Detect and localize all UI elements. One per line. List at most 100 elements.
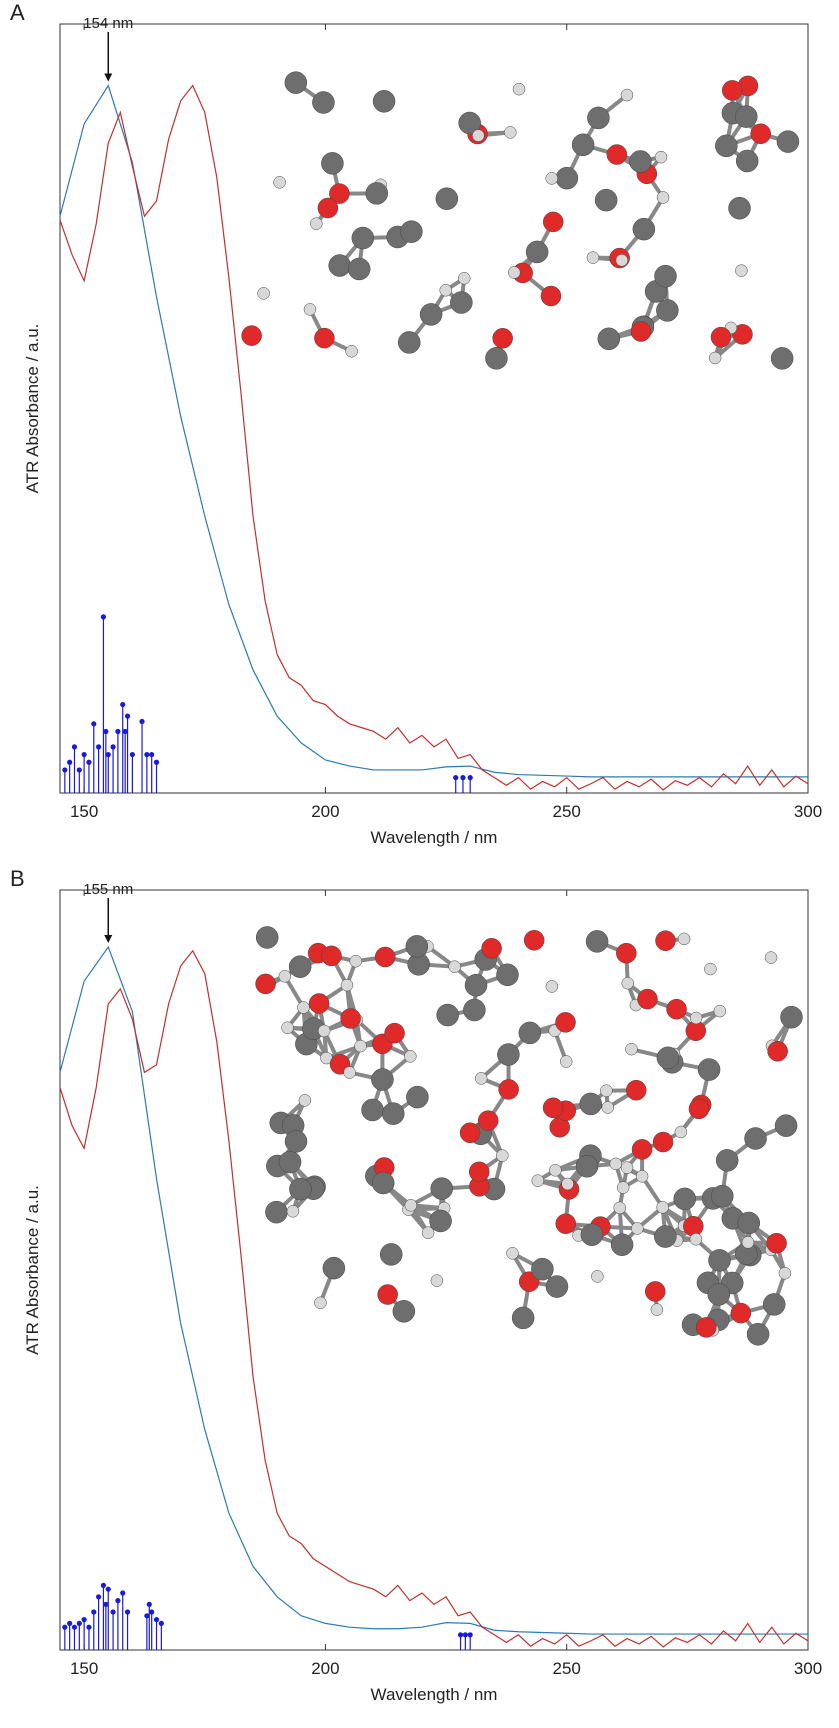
molecule-image xyxy=(242,72,799,370)
atom xyxy=(651,1304,663,1316)
atom xyxy=(285,1130,307,1152)
atom xyxy=(526,241,548,263)
atom xyxy=(767,1233,787,1253)
stem-marker xyxy=(103,729,108,734)
atom xyxy=(310,218,322,230)
x-tick-label: 200 xyxy=(311,1659,339,1678)
stem-marker xyxy=(154,760,159,765)
atom xyxy=(572,134,594,156)
atom xyxy=(631,321,651,341)
atom xyxy=(654,265,676,287)
stem-marker xyxy=(62,767,67,772)
atom xyxy=(420,303,442,325)
atom xyxy=(600,1085,612,1097)
atom xyxy=(385,1023,405,1043)
stem-marker xyxy=(62,1625,67,1630)
stem-marker xyxy=(96,1594,101,1599)
atom xyxy=(242,326,262,346)
atom xyxy=(504,126,516,138)
stem-marker xyxy=(144,752,149,757)
atom xyxy=(265,1201,287,1223)
atom xyxy=(256,974,276,994)
atom xyxy=(645,1281,665,1301)
atom xyxy=(586,930,608,952)
atom xyxy=(450,292,472,314)
atom xyxy=(496,964,518,986)
atom xyxy=(496,1150,508,1162)
atom xyxy=(598,328,620,350)
stem-marker xyxy=(149,1609,154,1614)
panel-label: B xyxy=(10,866,25,891)
atom xyxy=(655,151,667,163)
atom xyxy=(371,1069,393,1091)
atom xyxy=(541,286,561,306)
atom xyxy=(631,1222,643,1234)
y-axis-label: ATR Absorbance / a.u. xyxy=(23,324,42,494)
panel-label: A xyxy=(10,0,25,25)
atom xyxy=(508,267,520,279)
atom xyxy=(546,980,558,992)
atom xyxy=(716,1149,738,1171)
atom xyxy=(629,150,651,172)
atom xyxy=(398,331,420,353)
atom xyxy=(543,1098,563,1118)
atom xyxy=(738,1212,760,1234)
atom xyxy=(576,1155,598,1177)
x-axis-label: Wavelength / nm xyxy=(371,1685,498,1704)
annotation-arrowhead xyxy=(104,74,112,82)
atom xyxy=(497,1044,519,1066)
atom xyxy=(736,150,758,172)
atom xyxy=(297,1001,309,1013)
stem-marker xyxy=(147,1602,152,1607)
atom xyxy=(616,254,628,266)
y-axis-label: ATR Absorbance / a.u. xyxy=(23,1185,42,1355)
atom xyxy=(299,1094,311,1106)
atom xyxy=(314,328,334,348)
spectrum-line xyxy=(60,86,808,790)
x-tick-label: 250 xyxy=(553,1659,581,1678)
atom xyxy=(667,999,687,1019)
atom xyxy=(751,124,771,144)
x-tick-label: 300 xyxy=(794,802,822,821)
atom xyxy=(711,1185,733,1207)
atom xyxy=(531,1258,553,1280)
atom xyxy=(274,176,286,188)
atom xyxy=(587,107,609,129)
x-tick-label: 250 xyxy=(553,802,581,821)
stem-marker xyxy=(91,721,96,726)
atom xyxy=(556,1214,576,1234)
atom xyxy=(735,265,747,277)
atom xyxy=(657,191,669,203)
stem-marker xyxy=(120,702,125,707)
atom xyxy=(654,1226,676,1248)
atom xyxy=(512,1307,534,1329)
atom xyxy=(304,303,316,315)
atom xyxy=(393,1300,415,1322)
annotation: 154 nm xyxy=(83,15,133,32)
atom xyxy=(709,1249,731,1271)
atom xyxy=(763,1293,785,1315)
atom xyxy=(289,1178,311,1200)
atom xyxy=(622,977,634,989)
atom xyxy=(482,938,502,958)
atom xyxy=(632,1139,652,1159)
atom xyxy=(329,255,351,277)
atom xyxy=(621,1162,633,1174)
atom xyxy=(458,272,470,284)
atom xyxy=(591,1270,603,1282)
atom xyxy=(362,1099,384,1121)
atom xyxy=(556,1012,576,1032)
atom xyxy=(616,943,636,963)
atom xyxy=(689,1099,709,1119)
atom xyxy=(350,955,362,967)
atom xyxy=(344,1067,356,1079)
annotation: 155 nm xyxy=(83,881,133,898)
atom xyxy=(348,258,370,280)
atom xyxy=(460,1123,480,1143)
stem-marker xyxy=(96,744,101,749)
atom xyxy=(587,252,599,264)
atom xyxy=(285,72,307,94)
atom xyxy=(546,172,558,184)
atom xyxy=(422,1227,434,1239)
atom xyxy=(499,1079,519,1099)
